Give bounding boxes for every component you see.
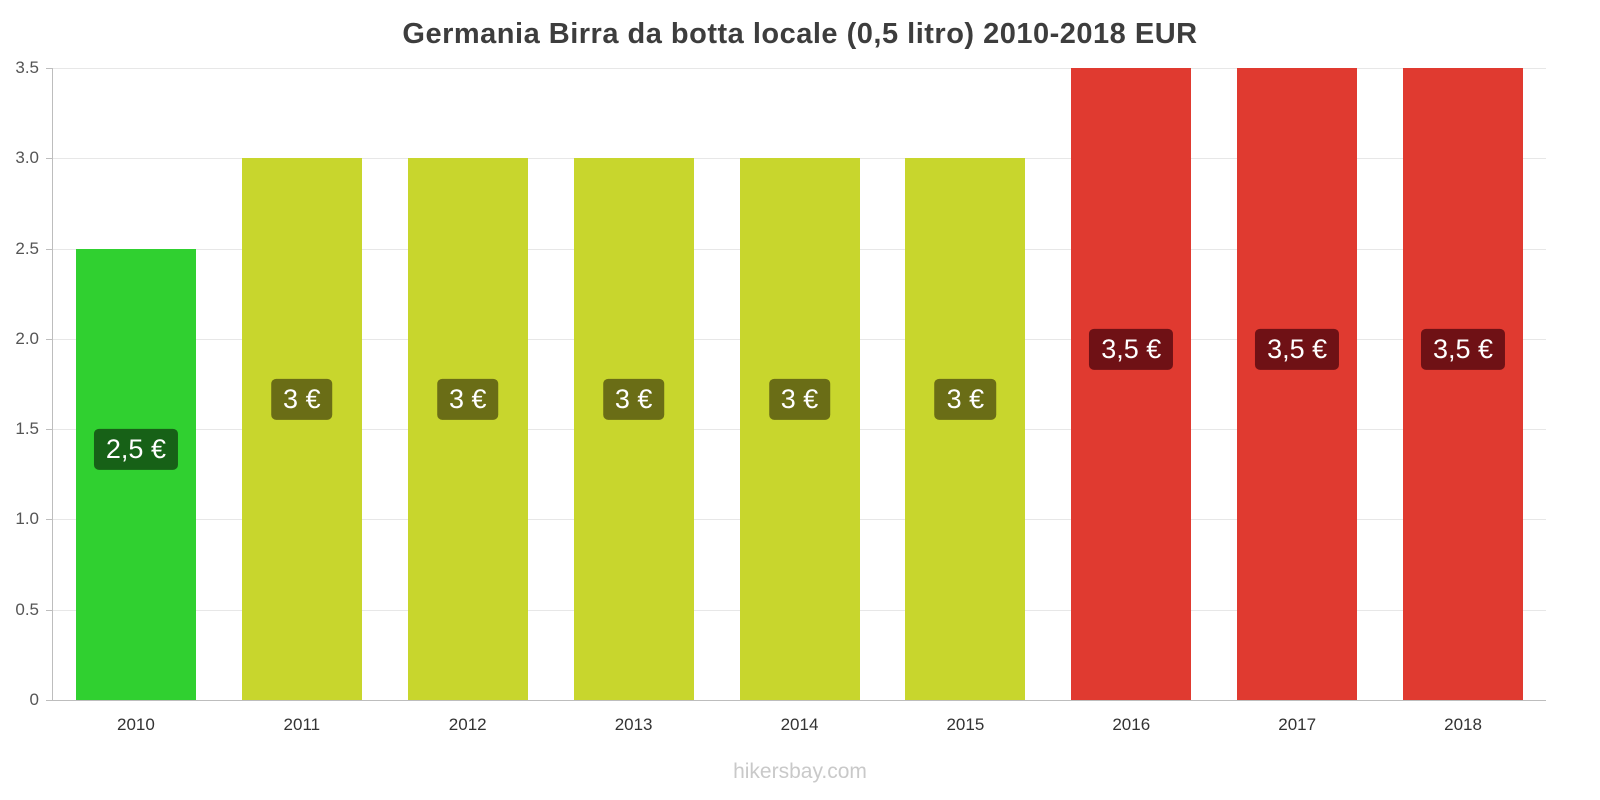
y-tick-label: 2.5: [15, 238, 39, 258]
bar: 3 €: [573, 158, 694, 700]
watermark: hikersbay.com: [733, 760, 867, 783]
chart-title: Germania Birra da botta locale (0,5 litr…: [402, 18, 1198, 50]
bar: 3,5 €: [1403, 68, 1524, 700]
bar-value-label: 3 €: [436, 378, 499, 421]
y-tick-label: 2.0: [15, 328, 39, 348]
y-tick-mark: [46, 68, 53, 69]
x-tick-label: 2015: [946, 715, 985, 734]
bar-value-label: 3 €: [602, 378, 665, 421]
y-tick-label: 1.0: [15, 509, 39, 529]
bar-value-label: 3 €: [934, 378, 997, 421]
bar: 3 €: [905, 158, 1026, 700]
bar-value-label: 3,5 €: [1089, 328, 1174, 371]
y-tick-label: 3.0: [15, 148, 39, 168]
x-tick-label: 2014: [780, 715, 819, 734]
bar: 3 €: [739, 158, 860, 700]
y-tick-mark: [46, 429, 53, 431]
y-tick-mark: [46, 338, 53, 340]
x-tick-label: 2011: [283, 715, 321, 734]
bar-value-label: 3 €: [271, 378, 333, 421]
bar-value-label: 2,5 €: [93, 428, 178, 471]
bar-value-label: 3,5 €: [1255, 328, 1340, 371]
x-tick-label: 2012: [448, 715, 487, 734]
bar-value-label: 3 €: [768, 378, 831, 421]
bar: 3 €: [241, 158, 362, 700]
x-tick-label: 2010: [117, 715, 155, 734]
y-tick-label: 0: [29, 690, 39, 709]
y-tick-mark: [46, 609, 53, 611]
x-tick-label: 2018: [1444, 715, 1482, 734]
y-tick-mark: [46, 158, 53, 160]
y-tick-mark: [46, 248, 53, 250]
x-tick-label: 2016: [1112, 715, 1151, 734]
bar: 2,5 €: [75, 248, 196, 700]
bar: 3,5 €: [1237, 68, 1358, 700]
bar: 3,5 €: [1071, 68, 1192, 700]
y-tick-mark: [46, 700, 53, 701]
bar-value-label: 3,5 €: [1421, 328, 1506, 371]
bar: 3 €: [407, 158, 528, 700]
y-tick-mark: [46, 519, 53, 521]
y-tick-label: 1.5: [15, 419, 39, 439]
plot-area: 0 0.5 1.0 1.5 2.0 2.5 3.0 3.5 2,5 € 2010 3 € 2011 3 …: [15, 58, 1546, 734]
x-tick-label: 2017: [1278, 715, 1317, 734]
x-tick-label: 2013: [614, 715, 653, 734]
y-tick-label: 3.5: [15, 58, 39, 77]
y-tick-label: 0.5: [15, 599, 39, 619]
